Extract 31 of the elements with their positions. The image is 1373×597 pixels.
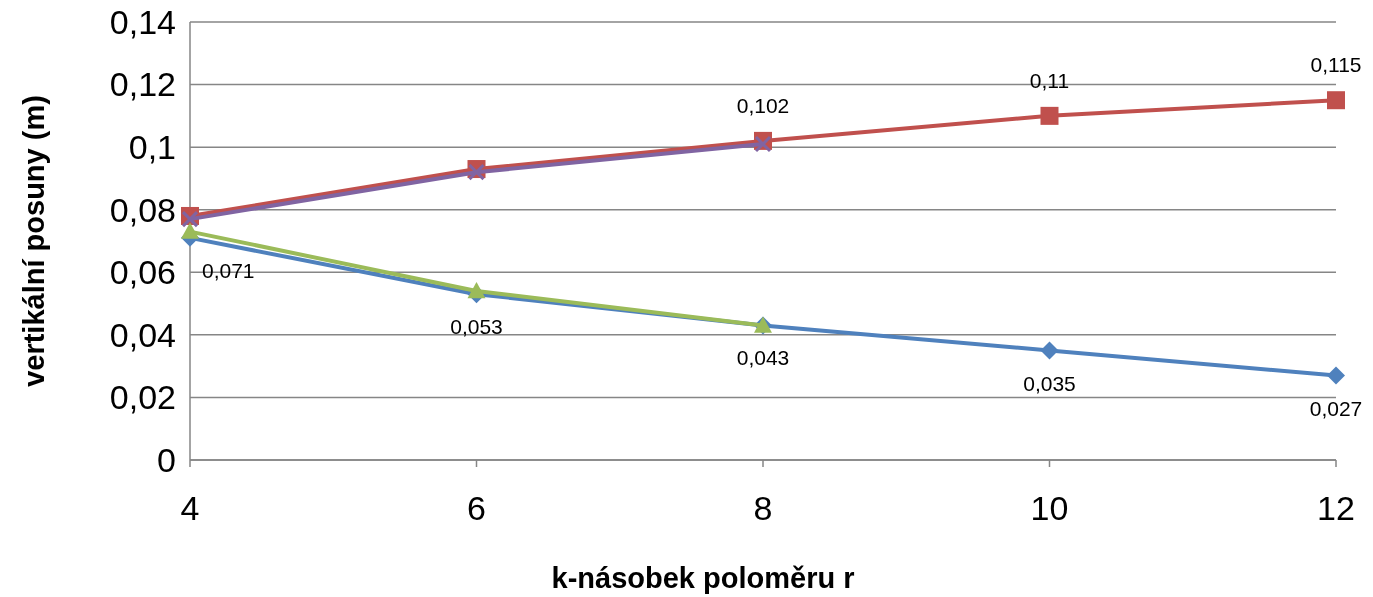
point	[1327, 366, 1345, 385]
point	[1040, 106, 1059, 125]
data-label: 0,071	[202, 258, 255, 282]
y-tick-label: 0,1	[128, 128, 176, 167]
x-tick-label: 10	[1030, 489, 1069, 527]
point	[754, 135, 772, 153]
point	[181, 222, 199, 239]
y-tick-label: 0,04	[109, 315, 176, 354]
data-label: 0,11	[1029, 68, 1070, 92]
data-label: 0,102	[736, 93, 790, 117]
y-tick-label: 0,08	[109, 190, 176, 229]
data-label: 0,053	[450, 315, 503, 339]
data-label: 0,043	[736, 346, 790, 370]
x-tick-label: 4	[180, 489, 200, 527]
y-tick-label: 0,14	[109, 2, 176, 41]
point	[467, 282, 486, 299]
x-axis-title: k-násobek poloměru r	[551, 562, 855, 594]
y-tick-label: 0,02	[109, 378, 176, 417]
x-tick-label: 8	[753, 489, 773, 527]
data-label: 0,027	[1309, 396, 1363, 420]
x-tick-label: 6	[467, 489, 486, 527]
y-tick-label: 0	[157, 440, 176, 479]
y-tick-label: 0,12	[109, 65, 176, 104]
x-tick-label: 12	[1317, 489, 1355, 527]
point	[1327, 91, 1345, 110]
y-axis-title: vertikální posuny (m)	[18, 95, 50, 387]
y-tick-label: 0,06	[109, 253, 176, 292]
data-label: 0,115	[1310, 53, 1362, 77]
point	[1040, 341, 1059, 360]
data-label: 0,035	[1023, 371, 1076, 395]
point	[181, 210, 199, 228]
